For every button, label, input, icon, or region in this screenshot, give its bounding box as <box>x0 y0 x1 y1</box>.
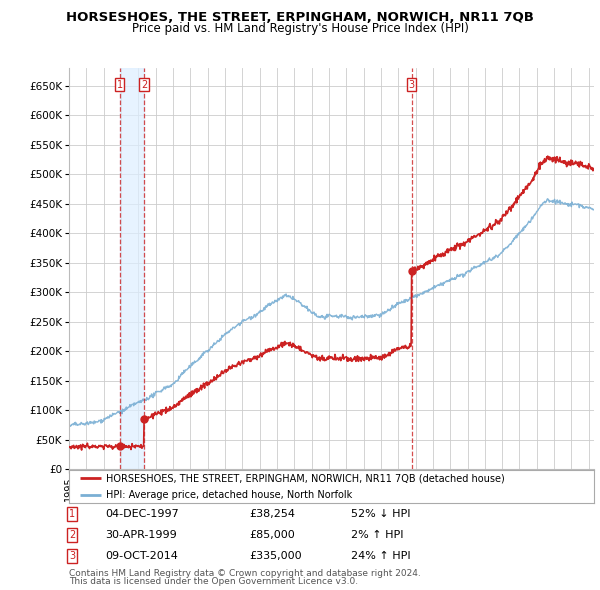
Text: 3: 3 <box>409 80 415 90</box>
Text: 2: 2 <box>69 530 75 540</box>
Text: £85,000: £85,000 <box>249 530 295 540</box>
Text: 52% ↓ HPI: 52% ↓ HPI <box>351 509 410 519</box>
Text: 2: 2 <box>141 80 147 90</box>
Text: This data is licensed under the Open Government Licence v3.0.: This data is licensed under the Open Gov… <box>69 577 358 586</box>
Text: HORSESHOES, THE STREET, ERPINGHAM, NORWICH, NR11 7QB: HORSESHOES, THE STREET, ERPINGHAM, NORWI… <box>66 11 534 24</box>
Text: 1: 1 <box>116 80 122 90</box>
Text: 1: 1 <box>69 509 75 519</box>
Text: 3: 3 <box>69 551 75 561</box>
Text: Price paid vs. HM Land Registry's House Price Index (HPI): Price paid vs. HM Land Registry's House … <box>131 22 469 35</box>
Text: 2% ↑ HPI: 2% ↑ HPI <box>351 530 404 540</box>
Text: 09-OCT-2014: 09-OCT-2014 <box>105 551 178 561</box>
Text: Contains HM Land Registry data © Crown copyright and database right 2024.: Contains HM Land Registry data © Crown c… <box>69 569 421 578</box>
Text: £38,254: £38,254 <box>249 509 295 519</box>
Text: £335,000: £335,000 <box>249 551 302 561</box>
Text: 04-DEC-1997: 04-DEC-1997 <box>105 509 179 519</box>
Text: 24% ↑ HPI: 24% ↑ HPI <box>351 551 410 561</box>
Bar <box>119 68 144 469</box>
Text: HORSESHOES, THE STREET, ERPINGHAM, NORWICH, NR11 7QB (detached house): HORSESHOES, THE STREET, ERPINGHAM, NORWI… <box>106 473 505 483</box>
Text: HPI: Average price, detached house, North Norfolk: HPI: Average price, detached house, Nort… <box>106 490 352 500</box>
Text: 30-APR-1999: 30-APR-1999 <box>105 530 177 540</box>
